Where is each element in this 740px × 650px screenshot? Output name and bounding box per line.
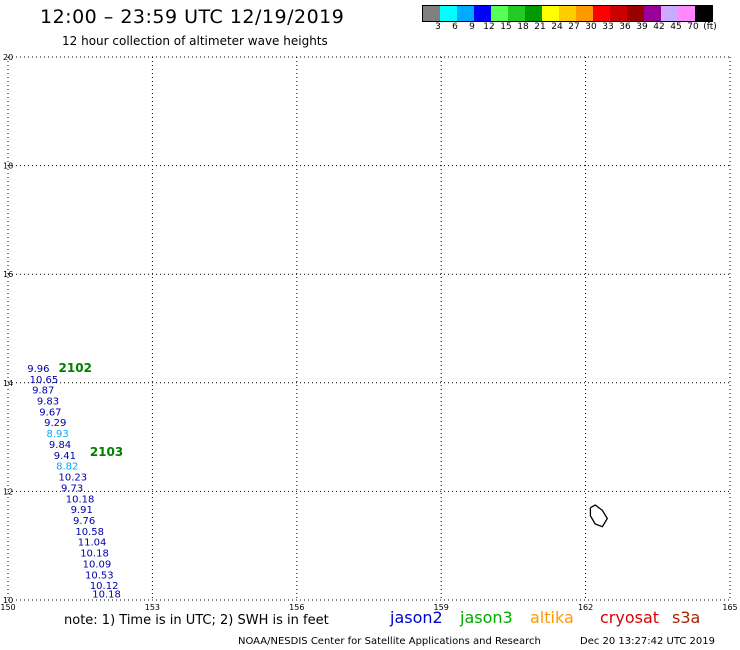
legend-label: 36 bbox=[619, 22, 631, 32]
wave-height-value: 9.73 bbox=[61, 483, 83, 494]
legend-label: 33 bbox=[602, 22, 614, 32]
legend-swatch bbox=[678, 6, 695, 21]
legend-label: 45 bbox=[670, 22, 682, 32]
wave-height-value: 10.18 bbox=[66, 494, 95, 505]
wave-height-value: 9.84 bbox=[49, 440, 71, 451]
legend-label: 3 bbox=[435, 22, 441, 32]
wave-height-value: 9.76 bbox=[73, 516, 95, 527]
satellite-name-jason2: jason2 bbox=[390, 608, 443, 627]
legend-swatch bbox=[525, 6, 542, 21]
legend-swatch bbox=[559, 6, 576, 21]
legend-label: (ft) bbox=[703, 22, 717, 32]
wave-height-value: 10.18 bbox=[80, 549, 109, 560]
latitude-tick-label: 10 bbox=[3, 596, 13, 605]
wave-height-value: 9.87 bbox=[32, 386, 54, 397]
longitude-tick-label: 162 bbox=[578, 603, 593, 612]
wave-height-value: 8.93 bbox=[47, 429, 69, 440]
wave-height-value: 10.65 bbox=[30, 375, 59, 386]
legend-swatch bbox=[423, 6, 440, 21]
wave-height-value: 9.96 bbox=[27, 364, 49, 375]
longitude-tick-label: 150 bbox=[0, 603, 15, 612]
legend-label: 39 bbox=[636, 22, 648, 32]
legend-swatch bbox=[457, 6, 474, 21]
legend-label: 42 bbox=[653, 22, 665, 32]
longitude-tick-label: 156 bbox=[289, 603, 304, 612]
wave-height-value: 10.12 bbox=[90, 581, 119, 592]
latitude-tick-label: 16 bbox=[3, 270, 13, 279]
wave-height-value: 9.41 bbox=[54, 451, 76, 462]
color-scale-legend bbox=[422, 5, 713, 22]
legend-swatch bbox=[644, 6, 661, 21]
legend-label: 15 bbox=[500, 22, 512, 32]
wave-height-value: 9.91 bbox=[71, 505, 93, 516]
satellite-name-cryosat: cryosat bbox=[600, 608, 660, 627]
legend-swatch bbox=[474, 6, 491, 21]
generated-timestamp: Dec 20 13:27:42 UTC 2019 bbox=[580, 636, 715, 647]
latitude-tick-label: 20 bbox=[3, 53, 13, 62]
satellite-name-altika: altika bbox=[530, 608, 574, 627]
wave-height-value: 10.23 bbox=[59, 473, 88, 484]
wave-height-value: 9.83 bbox=[37, 397, 59, 408]
legend-swatch bbox=[627, 6, 644, 21]
legend-swatch bbox=[508, 6, 525, 21]
legend-label: 12 bbox=[483, 22, 495, 32]
legend-swatch bbox=[491, 6, 508, 21]
latitude-tick-label: 18 bbox=[3, 162, 13, 171]
latitude-tick-label: 12 bbox=[3, 487, 13, 496]
island-outline bbox=[589, 504, 609, 528]
credit-text: NOAA/NESDIS Center for Satellite Applica… bbox=[238, 636, 541, 647]
legend-swatch bbox=[542, 6, 559, 21]
pass-number-label: 2103 bbox=[90, 445, 123, 459]
legend-swatch bbox=[610, 6, 627, 21]
wave-height-value: 8.82 bbox=[56, 462, 78, 473]
wave-height-value: 9.29 bbox=[44, 418, 66, 429]
legend-label: 27 bbox=[568, 22, 580, 32]
longitude-tick-label: 159 bbox=[434, 603, 449, 612]
wave-height-value: 10.18 bbox=[92, 589, 121, 600]
legend-swatch bbox=[576, 6, 593, 21]
wave-height-value: 10.53 bbox=[85, 570, 114, 581]
wave-height-value: 9.67 bbox=[39, 407, 61, 418]
wave-height-value: 10.58 bbox=[75, 527, 104, 538]
longitude-tick-label: 165 bbox=[722, 603, 737, 612]
legend-label: 70 bbox=[687, 22, 699, 32]
latitude-tick-label: 14 bbox=[3, 379, 13, 388]
legend-label: 21 bbox=[534, 22, 546, 32]
wave-height-value: 11.04 bbox=[78, 538, 107, 549]
legend-swatch bbox=[661, 6, 678, 21]
satellite-name-s3a: s3a bbox=[672, 608, 701, 627]
longitude-tick-label: 153 bbox=[145, 603, 160, 612]
legend-label: 24 bbox=[551, 22, 563, 32]
satellite-name-jason3: jason3 bbox=[460, 608, 513, 627]
legend-label: 18 bbox=[517, 22, 529, 32]
legend-swatch bbox=[695, 6, 712, 21]
legend-swatch bbox=[593, 6, 610, 21]
pass-number-label: 2102 bbox=[59, 361, 92, 375]
legend-swatch bbox=[440, 6, 457, 21]
map-subtitle: 12 hour collection of altimeter wave hei… bbox=[62, 34, 328, 48]
legend-label: 6 bbox=[452, 22, 458, 32]
legend-label: 30 bbox=[585, 22, 597, 32]
legend-label: 9 bbox=[469, 22, 475, 32]
map-title: 12:00 – 23:59 UTC 12/19/2019 bbox=[40, 6, 345, 28]
footer-note: note: 1) Time is in UTC; 2) SWH is in fe… bbox=[64, 613, 329, 628]
wave-height-value: 10.09 bbox=[83, 559, 112, 570]
